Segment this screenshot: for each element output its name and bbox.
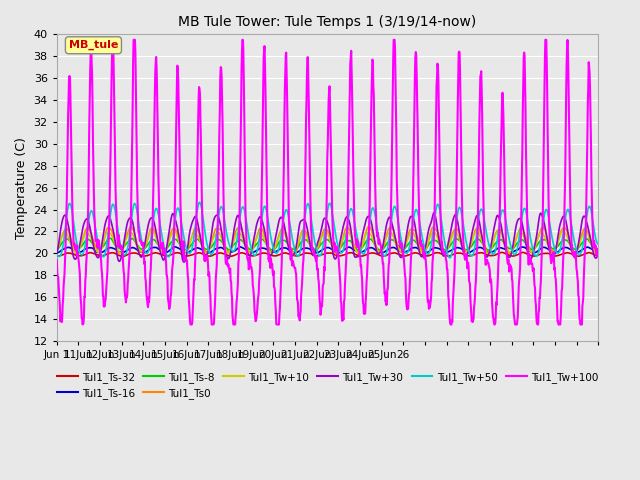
Tul1_Tw+50 <box>349 211 357 216</box>
Tul1_Ts-8 <box>106 235 114 241</box>
Tul1_Ts-32 <box>338 252 346 258</box>
Tul1_Tw+30 <box>430 210 438 216</box>
Tul1_Ts-32 <box>53 253 61 259</box>
Tul1_Tw+50 <box>338 250 346 256</box>
Tul1_Ts0 <box>125 228 132 233</box>
Tul1_Ts-16 <box>125 246 132 252</box>
Line: Tul1_Tw+10: Tul1_Tw+10 <box>57 230 598 254</box>
Tul1_Ts-8 <box>145 241 152 247</box>
Tul1_Tw+30 <box>595 252 602 258</box>
Legend: Tul1_Ts-32, Tul1_Ts-16, Tul1_Ts-8, Tul1_Ts0, Tul1_Tw+10, Tul1_Tw+30, Tul1_Tw+50,: Tul1_Ts-32, Tul1_Ts-16, Tul1_Ts-8, Tul1_… <box>52 368 602 403</box>
Line: Tul1_Ts-16: Tul1_Ts-16 <box>57 247 598 253</box>
Line: Tul1_Ts-32: Tul1_Ts-32 <box>57 252 598 256</box>
Tul1_Tw+50 <box>446 255 454 261</box>
Tul1_Ts-32 <box>119 253 127 259</box>
Tul1_Tw+30 <box>144 223 152 229</box>
Tul1_Tw+100 <box>125 253 133 259</box>
Line: Tul1_Tw+30: Tul1_Tw+30 <box>57 213 598 262</box>
Tul1_Ts-16 <box>595 250 602 256</box>
Tul1_Tw+10 <box>144 235 152 240</box>
Tul1_Ts-8 <box>349 241 357 247</box>
Tul1_Ts-32 <box>595 252 602 258</box>
Text: MB_tule: MB_tule <box>68 40 118 50</box>
Tul1_Ts-16 <box>144 248 152 253</box>
Tul1_Ts0 <box>349 239 357 245</box>
Tul1_Ts-32 <box>236 251 244 256</box>
Tul1_Tw+30 <box>125 216 132 222</box>
Tul1_Tw+100 <box>595 253 602 259</box>
Tul1_Ts-32 <box>349 251 357 256</box>
Tul1_Ts-8 <box>288 246 296 252</box>
Tul1_Ts-16 <box>507 250 515 256</box>
Tul1_Tw+100 <box>236 179 244 184</box>
Tul1_Ts-8 <box>125 238 133 244</box>
Tul1_Tw+10 <box>595 248 602 254</box>
Y-axis label: Temperature (C): Temperature (C) <box>15 137 28 239</box>
Tul1_Tw+100 <box>79 322 86 327</box>
Tul1_Ts-32 <box>519 250 527 255</box>
Tul1_Tw+100 <box>53 257 61 263</box>
Title: MB Tule Tower: Tule Temps 1 (3/19/14-now): MB Tule Tower: Tule Temps 1 (3/19/14-now… <box>179 15 477 29</box>
Tul1_Tw+10 <box>53 245 61 251</box>
Tul1_Tw+100 <box>339 318 346 324</box>
Tul1_Tw+30 <box>236 216 244 222</box>
Tul1_Ts-16 <box>288 249 296 255</box>
Tul1_Tw+50 <box>236 216 244 222</box>
Tul1_Ts0 <box>288 247 296 253</box>
Tul1_Ts0 <box>236 225 243 231</box>
Tul1_Ts0 <box>338 240 346 246</box>
Tul1_Tw+10 <box>288 251 296 256</box>
Tul1_Tw+100 <box>145 299 153 305</box>
Tul1_Tw+10 <box>338 239 346 244</box>
Tul1_Tw+50 <box>595 241 602 247</box>
Tul1_Tw+100 <box>109 37 116 43</box>
Line: Tul1_Ts-8: Tul1_Ts-8 <box>57 238 598 250</box>
Tul1_Tw+30 <box>180 259 188 265</box>
Tul1_Ts-32 <box>125 251 133 257</box>
Tul1_Ts-8 <box>236 237 244 243</box>
Tul1_Ts-8 <box>338 243 346 249</box>
Tul1_Tw+30 <box>288 253 296 259</box>
Tul1_Ts0 <box>291 252 299 258</box>
Tul1_Tw+30 <box>53 249 61 255</box>
Line: Tul1_Tw+100: Tul1_Tw+100 <box>57 40 598 324</box>
Tul1_Ts0 <box>53 246 61 252</box>
Tul1_Ts0 <box>144 235 152 241</box>
Tul1_Ts-32 <box>145 252 152 258</box>
Tul1_Ts-16 <box>236 244 244 250</box>
Tul1_Tw+10 <box>570 251 578 257</box>
Tul1_Tw+100 <box>289 259 296 264</box>
Tul1_Ts-8 <box>355 247 363 253</box>
Tul1_Tw+10 <box>349 241 357 247</box>
Tul1_Tw+50 <box>196 200 204 205</box>
Tul1_Ts-16 <box>349 246 357 252</box>
Tul1_Tw+10 <box>236 230 244 236</box>
Tul1_Ts-8 <box>595 246 602 252</box>
Tul1_Tw+50 <box>53 252 61 258</box>
Tul1_Ts-16 <box>53 250 61 256</box>
Tul1_Tw+50 <box>125 240 132 245</box>
Tul1_Tw+10 <box>125 231 132 237</box>
Tul1_Tw+50 <box>144 249 152 255</box>
Tul1_Ts-32 <box>288 252 296 258</box>
Tul1_Tw+30 <box>349 245 357 251</box>
Tul1_Ts-8 <box>53 247 61 253</box>
Tul1_Tw+10 <box>170 228 178 233</box>
Tul1_Ts-16 <box>171 244 179 250</box>
Tul1_Ts0 <box>365 224 372 229</box>
Line: Tul1_Ts0: Tul1_Ts0 <box>57 227 598 255</box>
Tul1_Tw+100 <box>349 176 357 182</box>
Line: Tul1_Tw+50: Tul1_Tw+50 <box>57 203 598 258</box>
Tul1_Tw+50 <box>288 235 296 240</box>
Tul1_Ts-16 <box>338 249 346 254</box>
Tul1_Tw+30 <box>338 231 346 237</box>
Tul1_Ts0 <box>595 251 602 257</box>
